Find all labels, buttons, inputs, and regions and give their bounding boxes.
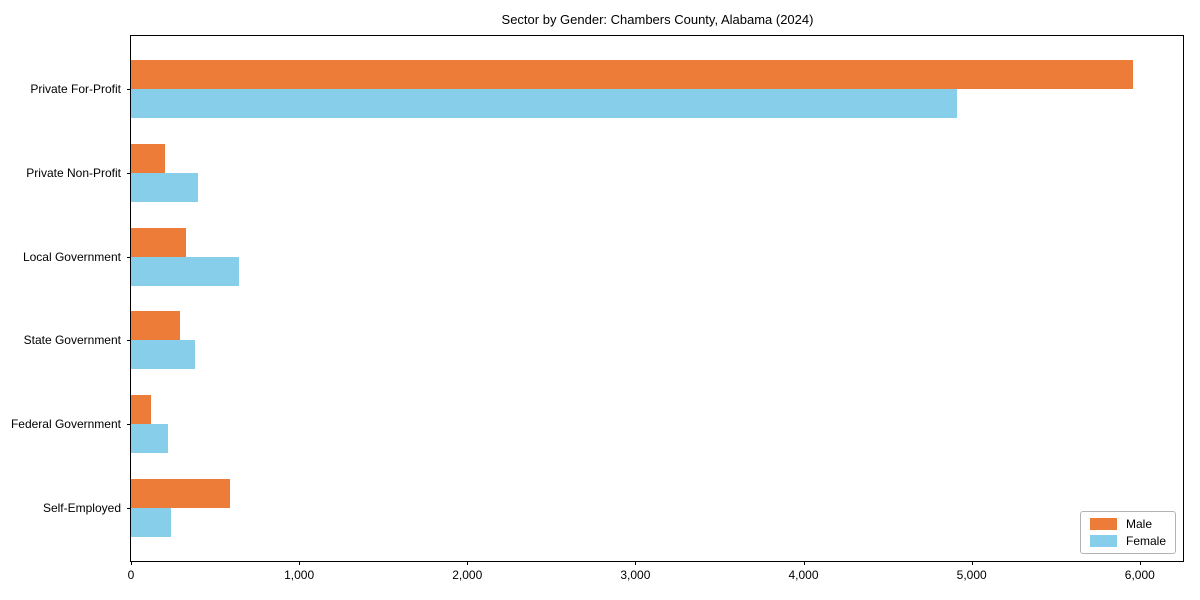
bar-female-local-government: [131, 256, 239, 286]
bar-male-self-employed: [131, 479, 230, 508]
plot-area: Male Female Private For-Profit Private No…: [11, 35, 1184, 582]
bar-female-federal-government: [131, 424, 168, 454]
x-axis-tick-label: 2,000: [452, 568, 483, 582]
bar-male-private-non-profit: [131, 143, 165, 173]
y-axis-tick-label: Private Non-Profit: [26, 165, 121, 180]
bar-female-self-employed: [131, 508, 171, 537]
bar-male-private-for-profit: [131, 60, 1133, 89]
x-axis-tick: [635, 561, 637, 565]
bar-male-local-government: [131, 227, 186, 257]
legend-label-male: Male: [1125, 517, 1152, 531]
y-axis-tick-label: Federal Government: [10, 417, 121, 432]
bar-female-private-non-profit: [131, 172, 198, 202]
x-axis-tick-label: 3,000: [620, 568, 651, 582]
x-axis-tick-label: 1,000: [284, 568, 315, 582]
bar-male-state-government: [131, 311, 180, 341]
y-axis-tick-label: Local Government: [22, 249, 121, 264]
bar-female-state-government: [131, 340, 195, 370]
bar-female-private-for-profit: [131, 89, 957, 118]
x-axis-tick: [1139, 561, 1141, 565]
y-axis-tick-label: State Government: [23, 333, 121, 348]
bar-male-federal-government: [131, 395, 151, 425]
chart-title: Sector by Gender: Chambers County, Alaba…: [501, 12, 814, 27]
legend: Male Female: [1079, 511, 1176, 554]
x-axis-tick-label: 0: [127, 568, 135, 582]
x-axis-tick-label: 6,000: [1124, 568, 1155, 582]
x-axis-tick: [131, 561, 132, 565]
y-axis-tick-label: Private For-Profit: [30, 82, 121, 96]
x-axis-tick: [971, 561, 973, 565]
legend-item-male: Male: [1089, 517, 1166, 531]
legend-label-female: Female: [1125, 534, 1166, 548]
y-axis-tick-label: Self-Employed: [42, 501, 121, 515]
x-axis-tick-label: 4,000: [788, 568, 819, 582]
x-axis-tick-label: 5,000: [956, 568, 987, 582]
x-axis-tick: [299, 561, 301, 565]
y-axis-tick: [127, 340, 131, 342]
y-axis-tick: [127, 508, 131, 509]
y-axis-tick: [127, 424, 131, 426]
x-axis-tick: [467, 561, 469, 565]
legend-swatch-female: [1089, 535, 1117, 547]
y-axis-tick: [127, 256, 131, 258]
y-axis-tick: [127, 172, 131, 174]
legend-swatch-male: [1089, 518, 1117, 530]
x-axis-tick: [803, 561, 805, 565]
y-axis-tick: [127, 89, 131, 90]
legend-item-female: Female: [1089, 534, 1166, 548]
